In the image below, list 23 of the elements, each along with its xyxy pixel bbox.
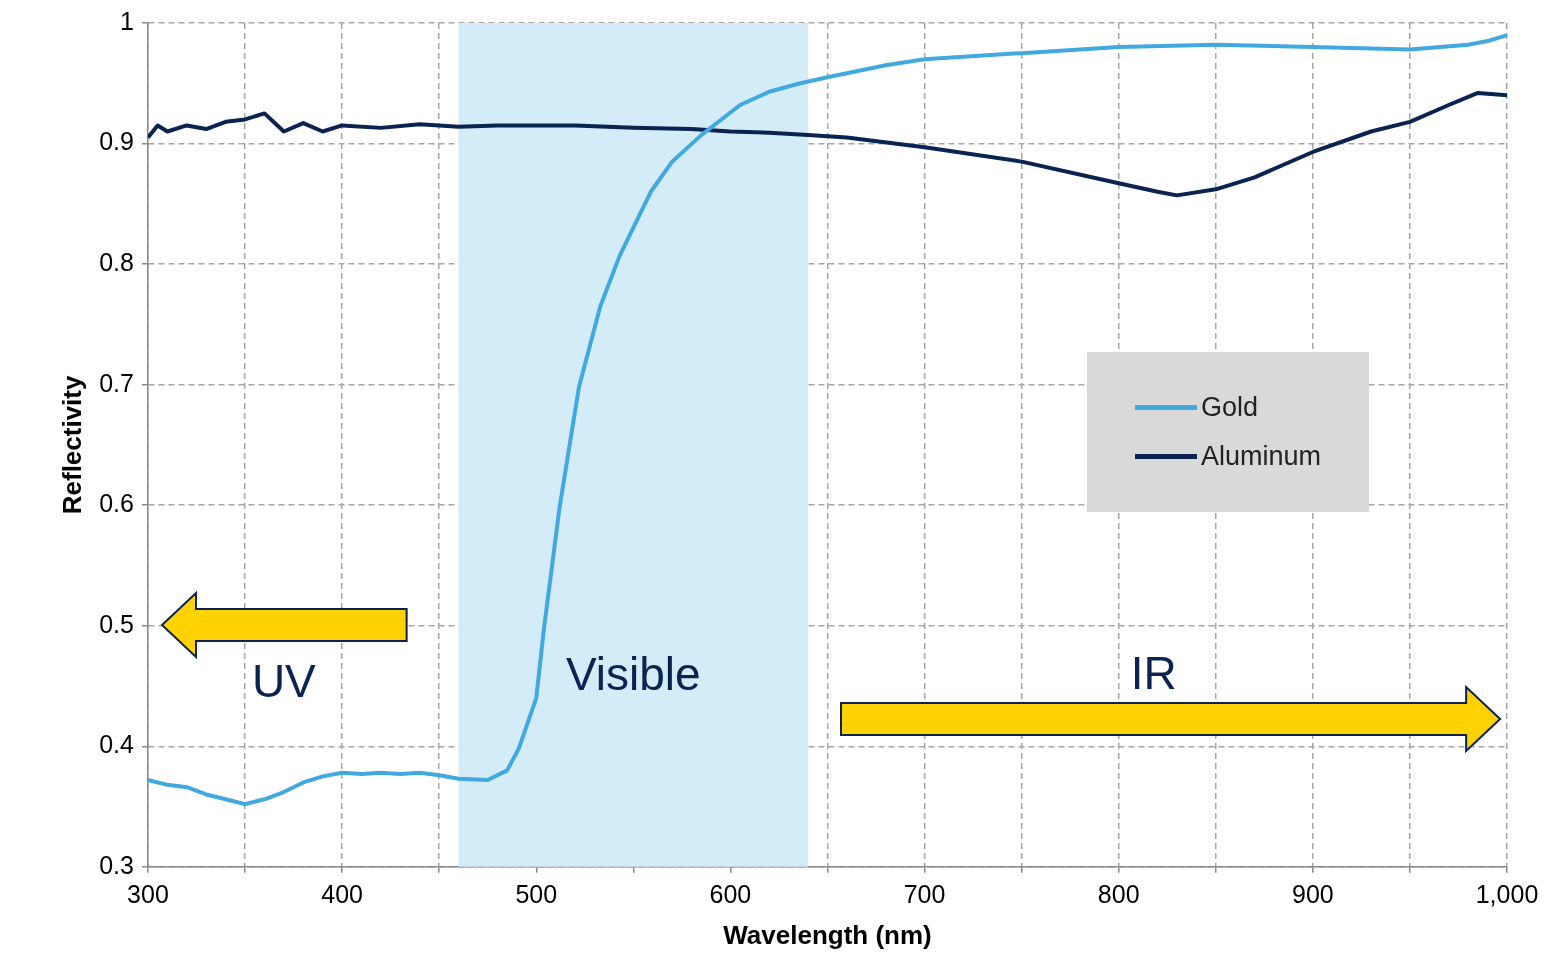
y-axis-title: Reflectivity <box>56 375 87 515</box>
y-tick-label: 0.5 <box>99 609 134 638</box>
legend-label: Gold <box>1201 392 1259 424</box>
y-tick-label: 0.3 <box>99 850 134 879</box>
y-tick-label: 0.8 <box>99 247 134 276</box>
x-tick-label: 300 <box>127 879 169 908</box>
x-tick-label: 600 <box>709 879 752 908</box>
y-tick-label: 0.9 <box>99 127 134 156</box>
annotation: IR <box>1130 645 1177 700</box>
y-tick-label: 0.7 <box>99 368 134 397</box>
x-tick-label: 500 <box>515 879 558 908</box>
x-tick-label: 400 <box>321 879 363 908</box>
y-tick-label: 0.6 <box>99 489 134 518</box>
legend-label: Aluminum <box>1201 441 1322 473</box>
y-tick-label: 0.4 <box>99 730 135 759</box>
x-tick-label: 700 <box>903 879 946 908</box>
x-tick-label: 900 <box>1291 879 1334 908</box>
band-label: Visible <box>565 646 701 701</box>
annotation: UV <box>251 654 316 709</box>
y-tick-label: 1 <box>120 6 134 35</box>
x-axis-title: Wavelength (nm) <box>723 919 932 950</box>
x-tick-label: 800 <box>1097 879 1140 908</box>
x-tick-label: 1,000 <box>1475 879 1539 908</box>
